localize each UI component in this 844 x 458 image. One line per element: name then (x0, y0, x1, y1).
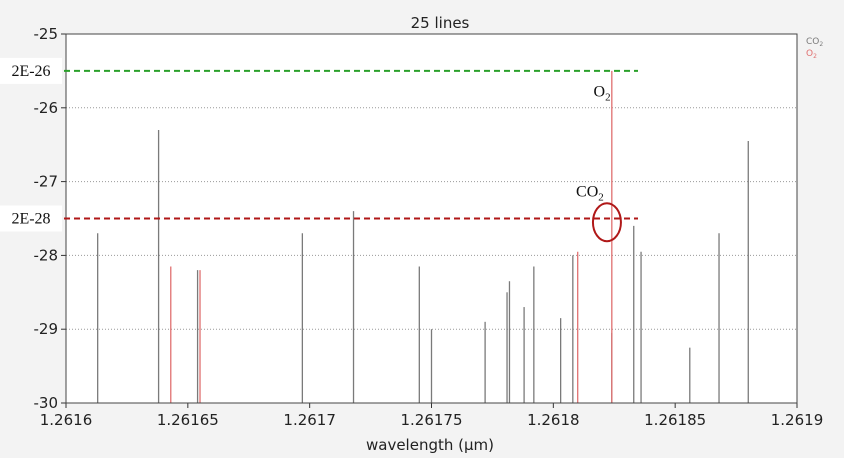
reference-lines: 2E-26 2E-28 (0, 57, 638, 232)
reference-label: 2E-26 (11, 63, 50, 80)
annotation-subscript: 2 (605, 92, 611, 104)
reference-label-box (0, 205, 62, 232)
x-tick-label: 1.2616 (40, 411, 93, 429)
annotation-label: CO2 (576, 183, 604, 203)
reference-label: 2E-28 (11, 211, 50, 228)
x-tick-label: 1.26165 (157, 411, 219, 429)
legend-entry-co2: CO2 (806, 37, 823, 48)
highlight-circle (591, 202, 622, 243)
spectral-lines (97, 70, 749, 403)
legend-subscript: 2 (819, 41, 823, 48)
annotation-subscript: 2 (598, 191, 604, 203)
y-tick-label: -27 (34, 173, 59, 191)
legend-entry-o2: O2 (806, 49, 817, 60)
y-tick-label: -25 (34, 25, 59, 43)
grid-lines (66, 107, 797, 330)
y-tick-label: -30 (34, 394, 59, 412)
reference-label-box (0, 57, 62, 84)
y-tick-label: -29 (34, 320, 59, 338)
x-tick-label: 1.26175 (400, 411, 462, 429)
axes: -25 -26 -27 -28 -29 -301.2616 1.26165 1.2617 1.2… (34, 25, 824, 429)
x-axis-label: wavelength (µm) (366, 436, 494, 454)
x-tick-label: 1.2619 (771, 411, 824, 429)
y-tick-label: -26 (34, 99, 59, 117)
y-tick-label: -28 (34, 246, 59, 264)
x-tick-label: 1.2617 (283, 411, 336, 429)
legend-subscript: 2 (813, 53, 817, 60)
x-tick-label: 1.2618 (527, 411, 580, 429)
chart-title: 25 lines (411, 14, 470, 32)
x-tick-label: 1.26185 (644, 411, 706, 429)
